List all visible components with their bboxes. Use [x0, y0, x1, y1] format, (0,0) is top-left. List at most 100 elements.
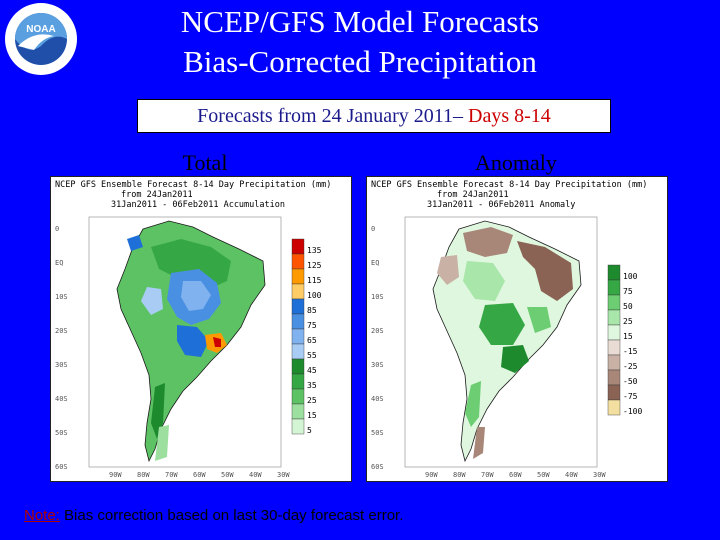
- total-legend-swatch: [291, 418, 305, 435]
- svg-text:0: 0: [371, 225, 375, 233]
- anomaly-legend-swatch: [607, 279, 621, 296]
- svg-text:EQ: EQ: [55, 259, 63, 267]
- svg-text:30S: 30S: [55, 361, 68, 369]
- anomaly-legend-swatch: [607, 339, 621, 356]
- total-legend-label: 115: [307, 276, 322, 285]
- svg-text:90W: 90W: [109, 471, 122, 479]
- footnote-label: Note:: [24, 507, 60, 524]
- svg-text:70W: 70W: [165, 471, 178, 479]
- anomaly-legend-label: 25: [623, 317, 633, 326]
- total-lat-ticks: 0 EQ 10S 20S 30S 40S 50S 60S: [55, 225, 68, 471]
- anomaly-legend-swatch: [607, 384, 621, 401]
- anomaly-legend-swatch: [607, 264, 621, 281]
- anomaly-legend-label: -75: [623, 392, 638, 401]
- total-legend-swatch: [291, 358, 305, 375]
- svg-text:40W: 40W: [249, 471, 262, 479]
- total-legend-label: 100: [307, 291, 322, 300]
- svg-text:0: 0: [55, 225, 59, 233]
- anomaly-legend-label: -25: [623, 362, 638, 371]
- svg-text:70W: 70W: [481, 471, 494, 479]
- svg-text:80W: 80W: [453, 471, 466, 479]
- anomaly-legend-label: -15: [623, 347, 638, 356]
- total-legend-label: 135: [307, 246, 322, 255]
- svg-text:50W: 50W: [537, 471, 550, 479]
- svg-text:30S: 30S: [371, 361, 384, 369]
- anomaly-map: NCEP GFS Ensemble Forecast 8-14 Day Prec…: [371, 180, 647, 479]
- total-legend-swatch: [291, 373, 305, 390]
- total-legend-swatch: [291, 388, 305, 405]
- total-legend-label: 65: [307, 336, 317, 345]
- logo-text: NOAA: [26, 24, 55, 35]
- anomaly-legend-swatch: [607, 369, 621, 386]
- footnote: Note: Bias correction based on last 30-d…: [24, 507, 403, 524]
- total-legend-label: 45: [307, 366, 317, 375]
- total-legend-label: 5: [307, 426, 312, 435]
- total-lon-ticks: 90W 80W 70W 60W 50W 40W 30W: [109, 471, 290, 479]
- anomaly-legend-swatch: [607, 294, 621, 311]
- anomaly-map-header-1: NCEP GFS Ensemble Forecast 8-14 Day Prec…: [371, 180, 647, 190]
- anomaly-legend-label: -100: [623, 407, 642, 416]
- anomaly-legend-swatch: [607, 354, 621, 371]
- total-map-header-1: NCEP GFS Ensemble Forecast 8-14 Day Prec…: [55, 180, 331, 190]
- svg-text:60W: 60W: [193, 471, 206, 479]
- anomaly-continent: [432, 220, 582, 463]
- svg-text:50S: 50S: [371, 429, 384, 437]
- anomaly-map-panel: NCEP GFS Ensemble Forecast 8-14 Day Prec…: [366, 176, 668, 482]
- anomaly-map-header-3: 31Jan2011 - 06Feb2011 Anomaly: [427, 200, 575, 210]
- total-legend-label: 35: [307, 381, 317, 390]
- svg-text:30W: 30W: [593, 471, 606, 479]
- total-legend-swatch: [291, 403, 305, 420]
- total-legend-swatch: [291, 298, 305, 315]
- total-continent: [116, 220, 266, 463]
- total-legend-label: 55: [307, 351, 317, 360]
- noaa-logo: NOAA: [4, 2, 78, 76]
- total-legend-swatch: [291, 253, 305, 270]
- svg-text:40S: 40S: [371, 395, 384, 403]
- svg-text:50W: 50W: [221, 471, 234, 479]
- total-legend-swatch: [291, 328, 305, 345]
- anomaly-label: Anomaly: [475, 150, 557, 175]
- svg-text:20S: 20S: [371, 327, 384, 335]
- svg-text:10S: 10S: [55, 293, 68, 301]
- total-map-header-2: from 24Jan2011: [121, 190, 193, 200]
- anomaly-legend-swatch: [607, 324, 621, 341]
- page-subtitle: Bias-Corrected Precipitation: [183, 44, 537, 79]
- footnote-text: Bias correction based on last 30-day for…: [59, 507, 404, 524]
- anomaly-legend-label: 50: [623, 302, 633, 311]
- anomaly-legend-label: 15: [623, 332, 633, 341]
- total-legend-swatch: [291, 268, 305, 285]
- svg-text:50S: 50S: [55, 429, 68, 437]
- svg-text:30W: 30W: [277, 471, 290, 479]
- total-legend-label: 125: [307, 261, 322, 270]
- svg-text:60W: 60W: [509, 471, 522, 479]
- total-map-header-3: 31Jan2011 - 06Feb2011 Accumulation: [111, 200, 285, 210]
- anomaly-legend-label: 100: [623, 272, 638, 281]
- anomaly-legend-label: 75: [623, 287, 633, 296]
- forecast-date-text: Forecasts from 24 January 2011–: [197, 105, 469, 127]
- total-legend-label: 75: [307, 321, 317, 330]
- svg-text:20S: 20S: [55, 327, 68, 335]
- anomaly-legend-swatch: [607, 399, 621, 416]
- page-title: NCEP/GFS Model Forecasts: [180, 4, 540, 39]
- svg-text:60S: 60S: [55, 463, 68, 471]
- svg-text:40W: 40W: [565, 471, 578, 479]
- total-legend-swatch: [291, 283, 305, 300]
- anomaly-legend-label: -50: [623, 377, 638, 386]
- total-legend-swatch: [291, 238, 305, 255]
- svg-text:80W: 80W: [137, 471, 150, 479]
- total-map-panel: NCEP GFS Ensemble Forecast 8-14 Day Prec…: [50, 176, 352, 482]
- total-legend-swatch: [291, 313, 305, 330]
- total-legend-label: 85: [307, 306, 317, 315]
- svg-text:EQ: EQ: [371, 259, 379, 267]
- total-map: NCEP GFS Ensemble Forecast 8-14 Day Prec…: [55, 180, 331, 479]
- forecast-days-text: Days 8-14: [468, 105, 551, 127]
- anomaly-map-header-2: from 24Jan2011: [437, 190, 509, 200]
- svg-text:60S: 60S: [371, 463, 384, 471]
- forecast-date-banner: Forecasts from 24 January 2011– Days 8-1…: [137, 99, 611, 133]
- total-legend-label: 25: [307, 396, 317, 405]
- total-label: Total: [182, 150, 228, 175]
- svg-text:90W: 90W: [425, 471, 438, 479]
- anomaly-lon-ticks: 90W 80W 70W 60W 50W 40W 30W: [425, 471, 606, 479]
- svg-text:10S: 10S: [371, 293, 384, 301]
- anomaly-legend: 100 75 50 25 15 -15 -25 -50 -75 -100: [607, 264, 642, 416]
